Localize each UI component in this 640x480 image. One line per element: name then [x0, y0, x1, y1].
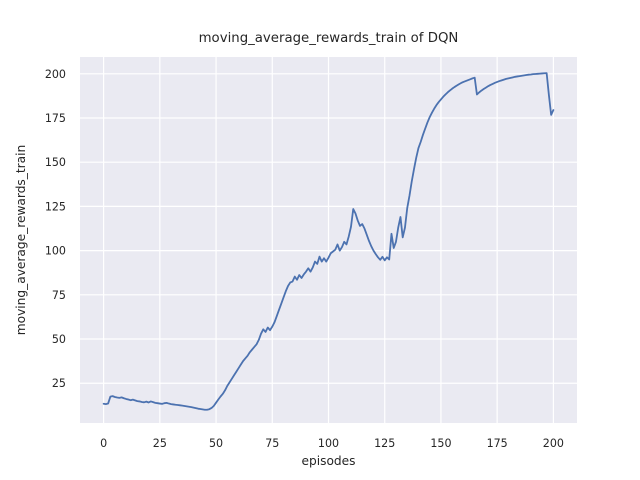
x-tick-label: 75 [265, 437, 279, 450]
x-tick-label: 25 [153, 437, 167, 450]
x-tick-label: 150 [430, 437, 451, 450]
y-tick-label: 125 [45, 200, 66, 213]
y-tick-label: 200 [45, 68, 66, 81]
x-tick-label: 100 [318, 437, 339, 450]
y-tick-label: 50 [52, 333, 66, 346]
x-tick-labels: 0 25 50 75 100 125 150 175 200 [100, 437, 564, 450]
y-tick-label: 150 [45, 156, 66, 169]
gridlines [80, 57, 577, 423]
y-tick-label: 75 [52, 289, 66, 302]
x-tick-label: 175 [487, 437, 508, 450]
chart-title: moving_average_rewards_train of DQN [199, 31, 459, 46]
x-tick-label: 200 [543, 437, 564, 450]
y-tick-labels: 25 50 75 100 125 150 175 200 [45, 68, 66, 390]
y-axis-label: moving_average_rewards_train [14, 145, 28, 336]
y-tick-label: 100 [45, 245, 66, 258]
series-line-moving-average-rewards [102, 72, 555, 411]
x-tick-label: 125 [374, 437, 395, 450]
y-tick-label: 25 [52, 377, 66, 390]
x-tick-label: 0 [100, 437, 107, 450]
y-tick-label: 175 [45, 112, 66, 125]
x-tick-label: 50 [209, 437, 223, 450]
x-axis-label: episodes [301, 454, 355, 468]
